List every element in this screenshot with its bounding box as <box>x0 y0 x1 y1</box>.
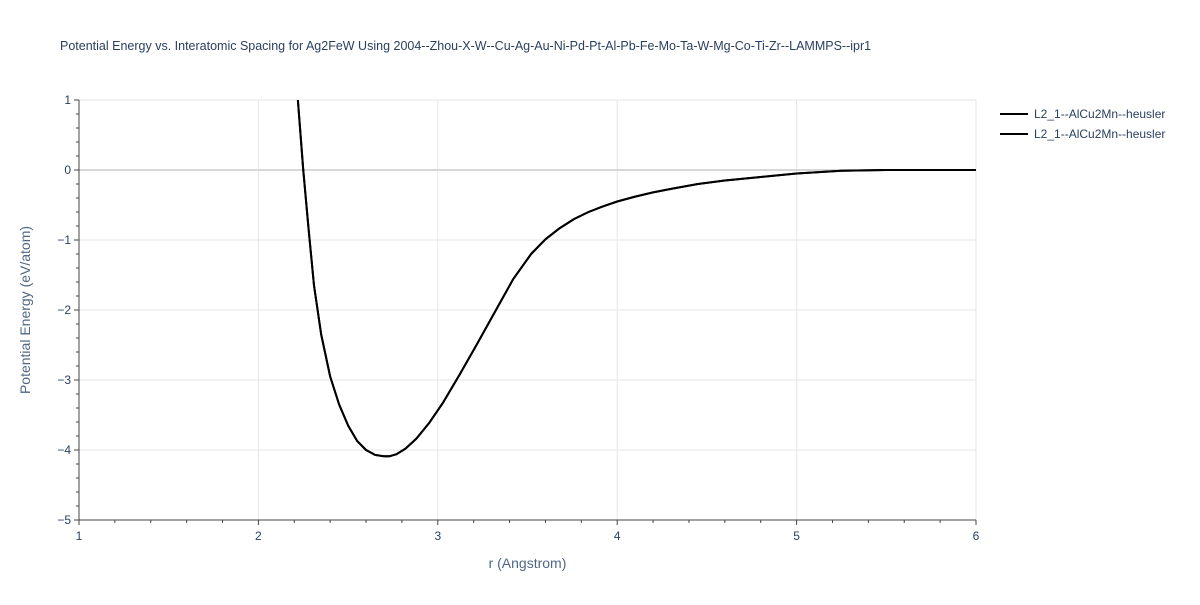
x-tick-label: 5 <box>793 529 800 543</box>
series-line-2 <box>296 100 976 458</box>
x-tick-label: 1 <box>76 529 83 543</box>
legend-item[interactable]: L2_1--AlCu2Mn--heusler <box>1000 127 1165 141</box>
y-tick-label: −4 <box>57 443 71 457</box>
x-tick-label: 6 <box>973 529 980 543</box>
legend-label: L2_1--AlCu2Mn--heusler <box>1034 127 1165 141</box>
y-tick-label: −5 <box>57 513 71 527</box>
y-axis-title: Potential Energy (eV/atom) <box>17 226 33 394</box>
x-axis-title: r (Angstrom) <box>489 555 567 571</box>
y-tick-label: −1 <box>57 233 71 247</box>
x-tick-label: 2 <box>255 529 262 543</box>
x-tick-label: 4 <box>614 529 621 543</box>
legend[interactable]: L2_1--AlCu2Mn--heusler L2_1--AlCu2Mn--heu… <box>1000 107 1165 141</box>
y-tick-label: 0 <box>64 163 71 177</box>
y-tick-label: −2 <box>57 303 71 317</box>
y-tick-label: −3 <box>57 373 71 387</box>
chart-title: Potential Energy vs. Interatomic Spacing… <box>60 39 871 53</box>
axis-layer: 1 2 3 4 5 6 1 0 −1 −2 −3 −4 −5 <box>57 93 979 543</box>
plot-area[interactable] <box>296 100 976 458</box>
grid-layer <box>79 99 977 520</box>
legend-item[interactable]: L2_1--AlCu2Mn--heusler <box>1000 107 1165 121</box>
legend-label: L2_1--AlCu2Mn--heusler <box>1034 107 1165 121</box>
y-tick-label: 1 <box>64 93 71 107</box>
x-tick-label: 3 <box>434 529 441 543</box>
